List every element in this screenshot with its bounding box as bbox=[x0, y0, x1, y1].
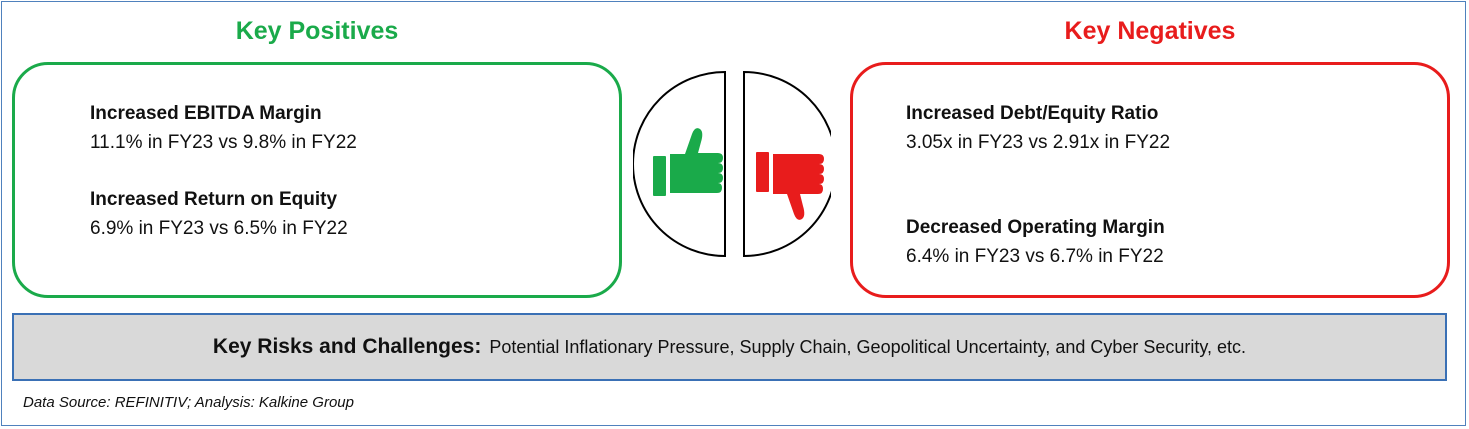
negative-item-text: 3.05x in FY23 vs 2.91x in FY22 bbox=[906, 132, 1171, 153]
thumbs-graphic bbox=[632, 70, 837, 260]
negatives-panel: Increased Debt/Equity Ratio 3.05x in FY2… bbox=[850, 62, 1450, 298]
positive-item-title: Increased EBITDA Margin bbox=[90, 103, 322, 124]
negative-item-title: Decreased Operating Margin bbox=[906, 217, 1165, 238]
negatives-heading: Key Negatives bbox=[1064, 17, 1236, 45]
negative-item-title: Increased Debt/Equity Ratio bbox=[906, 103, 1159, 124]
thumbs-up-icon bbox=[653, 128, 723, 196]
thumbs-down-icon bbox=[756, 152, 824, 220]
positive-item-title: Increased Return on Equity bbox=[90, 189, 338, 210]
positives-panel: Increased EBITDA Margin 11.1% in FY23 vs… bbox=[12, 62, 622, 298]
risks-label: Key Risks and Challenges: bbox=[212, 335, 482, 358]
risks-banner: Key Risks and Challenges: Potential Infl… bbox=[12, 313, 1447, 381]
positives-heading: Key Positives bbox=[235, 17, 399, 45]
positive-item-text: 11.1% in FY23 vs 9.8% in FY22 bbox=[90, 132, 357, 153]
negative-item-text: 6.4% in FY23 vs 6.7% in FY22 bbox=[906, 246, 1164, 267]
positive-item-text: 6.9% in FY23 vs 6.5% in FY22 bbox=[90, 218, 348, 239]
data-source-note: Data Source: REFINITIV; Analysis: Kalkin… bbox=[23, 394, 354, 411]
risks-text: Potential Inflationary Pressure, Supply … bbox=[489, 336, 1247, 357]
